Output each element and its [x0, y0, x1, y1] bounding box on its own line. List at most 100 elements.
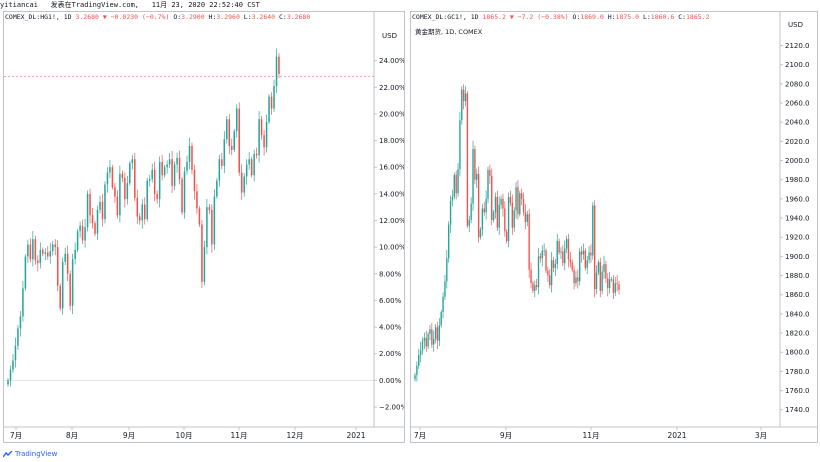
gold-last: 1865.2 [482, 13, 506, 21]
gold-candle-body [597, 262, 600, 273]
gold-candle-body [564, 248, 566, 264]
gold-y-tick-label: 1820.0 [785, 330, 810, 338]
copper-candle-body [91, 215, 94, 224]
copper-candle-body [84, 227, 86, 241]
copper-candle-body [238, 108, 240, 173]
copper-candle-body [27, 244, 29, 257]
gold-high: 1875.0 [615, 13, 640, 21]
gold-candle-body [468, 219, 470, 226]
copper-candle-body [153, 169, 156, 194]
copper-candle-body [99, 201, 101, 210]
copper-y-tick-label: 12.00% [379, 217, 404, 225]
copper-candle-body [248, 159, 250, 165]
gold-low: 1860.6 [650, 13, 675, 21]
gold-candle-body [610, 279, 613, 281]
gold-chart[interactable]: 2120.0 2100.0 2080.0 2060.0 2040.0 2020.0 2000… [411, 12, 817, 442]
gold-candle-body [451, 196, 454, 201]
copper-y-tick-label: −2.00% [379, 404, 404, 412]
copper-candle-body [148, 179, 151, 181]
gold-candle-body [592, 205, 594, 256]
gold-candle-body [491, 175, 493, 220]
gold-candle-body [588, 252, 590, 261]
copper-candle-body [14, 345, 17, 361]
copper-candle-body [81, 225, 84, 241]
gold-candle-body [578, 251, 581, 282]
copper-candle-body [255, 153, 258, 156]
copper-y-tick-label: 14.00% [379, 190, 404, 198]
copper-candle-body [273, 85, 275, 109]
copper-h-label: H: [208, 13, 217, 21]
copper-candle-body [17, 328, 19, 346]
copper-candle-body [109, 167, 111, 173]
copper-candle-body [275, 56, 278, 86]
copper-chart-pane[interactable]: 24.00% 22.00% 20.00% 18.00% 16.00% 14.00% 12.0… [3, 11, 405, 443]
copper-candle-body [39, 249, 42, 264]
gold-x-tick-label: 9月 [500, 431, 512, 440]
gold-chart-pane[interactable]: 2120.0 2100.0 2080.0 2060.0 2040.0 2020.0 2000… [410, 11, 818, 443]
copper-candle-body [126, 183, 129, 200]
publish-datetime: 11月 23, 2020 22:52:40 CST [151, 1, 260, 9]
gold-y-tick-label: 1800.0 [785, 349, 810, 357]
gold-y-tick-label: 1780.0 [785, 368, 810, 376]
gold-x-tick-label: 2021 [667, 431, 686, 440]
copper-o-label: O: [173, 13, 182, 21]
gold-candle-body [457, 169, 459, 194]
copper-candle-body [74, 249, 76, 260]
gold-candle-body [472, 149, 474, 204]
gold-candle-body [414, 375, 416, 380]
gold-candle-body [616, 283, 618, 285]
copper-candle-body [253, 153, 255, 176]
copper-y-tick-label: 8.00% [379, 270, 402, 278]
copper-candle-body [226, 119, 228, 140]
copper-candle-body [233, 131, 236, 150]
copper-c-label: C: [279, 13, 287, 21]
copper-candle-body [235, 108, 238, 132]
copper-candle-body [61, 261, 64, 309]
copper-l-label: L: [243, 13, 252, 21]
copper-candle-body [191, 145, 193, 170]
copper-candle-body [245, 164, 248, 177]
copper-x-tick-label: 8月 [66, 431, 78, 440]
copper-candle-body [76, 231, 79, 250]
gold-candle-body [423, 337, 426, 341]
gold-candle-body [584, 250, 587, 268]
copper-candle-body [101, 201, 104, 220]
gold-candle-body [519, 193, 521, 215]
gold-candle-body [515, 187, 517, 211]
gold-candle-body [601, 271, 603, 291]
copper-candle-body [42, 249, 44, 254]
gold-candle-body [496, 196, 499, 228]
gold-y-tick-label: 1900.0 [785, 253, 810, 261]
gold-candle-body [528, 214, 530, 270]
tradingview-footer[interactable]: TradingView [3, 447, 57, 461]
gold-candle-body [418, 355, 420, 366]
copper-candle-body [243, 176, 245, 193]
gold-candle-body [547, 270, 549, 276]
copper-y-tick-label: 6.00% [379, 297, 402, 305]
gold-candle-body [565, 239, 568, 249]
gold-candle-body [535, 285, 538, 288]
gold-candle-body [462, 89, 465, 102]
copper-candle-body [79, 225, 81, 232]
copper-candle-body [29, 244, 32, 260]
copper-candle-body [106, 172, 109, 185]
gold-c-label: C: [678, 13, 687, 21]
gold-y-tick-label: 1740.0 [785, 406, 810, 414]
gold-candle-body [429, 329, 431, 335]
copper-candle-body [216, 180, 218, 197]
copper-candle-body [136, 197, 139, 217]
copper-y-tick-label: 22.00% [379, 84, 404, 92]
copper-high: 3.2960 [216, 13, 240, 21]
copper-candle-body [198, 208, 201, 225]
copper-chart[interactable]: 24.00% 22.00% 20.00% 18.00% 16.00% 14.00% 12.0… [4, 12, 404, 442]
copper-candle-body [96, 209, 99, 234]
gold-candle-body [573, 269, 575, 284]
gold-subtitle: 黄金期货, 1D, COMEX [415, 28, 483, 36]
gold-y-tick-label: 1860.0 [785, 291, 810, 299]
gold-candle-body [539, 256, 542, 259]
copper-candle-body [49, 251, 52, 257]
copper-candle-body [265, 121, 268, 148]
gold-y-tick-label: 2040.0 [785, 119, 810, 127]
copper-candle-body [206, 207, 208, 248]
gold-y-tick-label: 2000.0 [785, 157, 810, 165]
